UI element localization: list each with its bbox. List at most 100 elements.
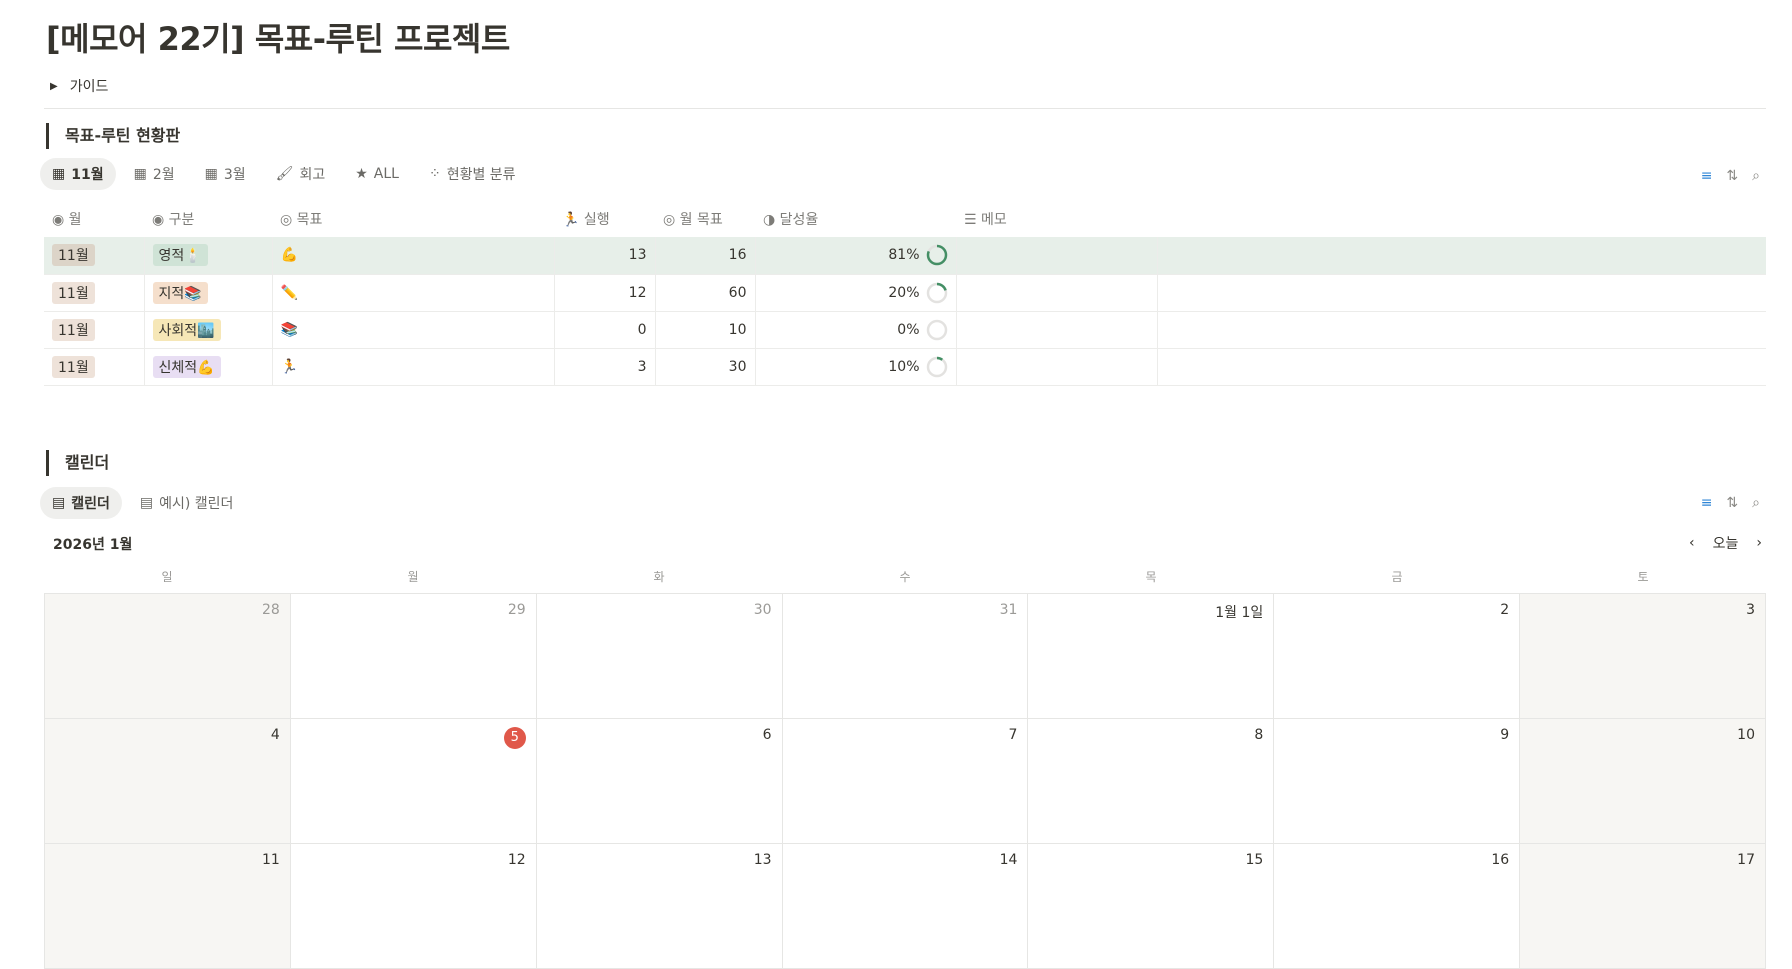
- day-number: 11: [262, 852, 280, 868]
- calendar-day-cell[interactable]: 14: [782, 844, 1029, 969]
- table-row[interactable]: 11월 지적📚 ✏️ 12 60 20%: [44, 274, 1766, 312]
- chevron-left-icon[interactable]: ‹: [1689, 535, 1695, 551]
- day-number: 10: [1737, 727, 1755, 743]
- calendar-grid-icon: ▦: [52, 166, 66, 182]
- calendar-day-cell[interactable]: 9: [1274, 719, 1521, 844]
- goal-cell[interactable]: 📚: [272, 311, 555, 349]
- day-number: 16: [1491, 852, 1510, 868]
- col-target[interactable]: ◎ 월 목표: [663, 211, 723, 228]
- sort-icon[interactable]: ⇅: [1726, 168, 1739, 184]
- table-row[interactable]: 11월 신체적💪 🏃 3 30 10%: [44, 348, 1766, 386]
- goal-cell[interactable]: ✏️: [272, 274, 555, 312]
- calendar-icon: ▤: [52, 495, 66, 511]
- done-cell[interactable]: 12: [554, 274, 656, 312]
- rate-text: 81%: [888, 247, 920, 264]
- calendar-day-cell[interactable]: 2: [1274, 594, 1521, 719]
- day-number: 2: [1500, 602, 1510, 618]
- calendar-day-cell[interactable]: 5: [290, 719, 537, 844]
- sort-icon[interactable]: ⇅: [1726, 495, 1739, 511]
- tab-4[interactable]: ★ ALL: [355, 166, 399, 182]
- select-icon: ◉: [52, 211, 65, 228]
- memo-cell[interactable]: [956, 274, 1158, 312]
- category-tag: 영적🕯️: [152, 244, 208, 267]
- calendar-day-cell[interactable]: 6: [536, 719, 783, 844]
- calendar-day-cell[interactable]: 12: [290, 844, 537, 969]
- goal-cell[interactable]: 💪: [272, 237, 555, 275]
- chevron-right-icon[interactable]: ›: [1756, 535, 1762, 551]
- tab-3[interactable]: 🖌 회고: [275, 166, 326, 183]
- rate-cell: 20%: [755, 274, 957, 312]
- text-icon: ☰: [964, 211, 977, 228]
- calendar-day-cell[interactable]: 4: [45, 719, 291, 844]
- day-number: 13: [753, 852, 772, 868]
- target-cell[interactable]: 60: [655, 274, 756, 312]
- col-category[interactable]: ◉ 구분: [152, 211, 195, 228]
- target-cell[interactable]: 16: [655, 237, 756, 275]
- calendar-day-cell[interactable]: 31: [782, 594, 1029, 719]
- tab-5[interactable]: ⁘ 현황별 분류: [428, 166, 516, 183]
- done-cell[interactable]: 0: [554, 311, 656, 349]
- calendar-day-cell[interactable]: 30: [536, 594, 783, 719]
- memo-cell[interactable]: [956, 348, 1158, 386]
- col-memo[interactable]: ☰ 메모: [964, 211, 1007, 228]
- calendar-day-cell[interactable]: 16: [1274, 844, 1521, 969]
- memo-cell[interactable]: [956, 237, 1158, 275]
- tab-2[interactable]: ▦ 3월: [204, 166, 246, 183]
- done-cell[interactable]: 3: [554, 348, 656, 386]
- loading-icon: ⁘: [428, 166, 441, 182]
- table-row[interactable]: 11월 영적🕯️ 💪 13 16 81%: [44, 237, 1766, 275]
- guide-toggle[interactable]: ▶ 가이드: [50, 76, 108, 96]
- tab-1[interactable]: ▦ 2월: [133, 166, 175, 183]
- category-tag: 사회적🏙️: [152, 318, 221, 341]
- calendar-tab-0[interactable]: ▤ 캘린더: [40, 487, 122, 519]
- divider: [44, 108, 1766, 109]
- col-done[interactable]: 🏃 실행: [562, 211, 610, 228]
- calendar-day-cell[interactable]: 11: [45, 844, 291, 969]
- month-tag: 11월: [52, 281, 95, 304]
- target-icon: ◎: [663, 211, 676, 228]
- col-rate[interactable]: ◑ 달성율: [763, 211, 819, 228]
- goal-table: ◉ 월 ◉ 구분 ◎ 목표 🏃 실행 ◎ 월 목표 ◑ 달성율 ☰ 메모 11월…: [44, 200, 1766, 386]
- calendar-day-cell[interactable]: 17: [1520, 844, 1766, 969]
- weekday-label: 일: [161, 570, 173, 584]
- day-number: 28: [262, 602, 280, 618]
- calendar-grid: 28 29 30 31 1월 1일 2 3 4 5 6 7 8 9 10 11 12 13 14 15 16 17: [44, 593, 1766, 969]
- calendar-day-cell[interactable]: 15: [1028, 844, 1275, 969]
- calendar-toolbar: ≡ ⇅ ⌕: [1701, 495, 1760, 511]
- calendar-day-cell[interactable]: 3: [1520, 594, 1766, 719]
- weekday-label: 월: [407, 570, 419, 584]
- filter-icon[interactable]: ≡: [1700, 168, 1713, 184]
- select-icon: ◉: [152, 211, 165, 228]
- calendar-day-cell[interactable]: 13: [536, 844, 783, 969]
- today-day-number: 5: [503, 727, 526, 749]
- filter-icon[interactable]: ≡: [1700, 495, 1713, 511]
- memo-cell[interactable]: [956, 311, 1158, 349]
- day-number: 12: [507, 852, 526, 868]
- search-icon[interactable]: ⌕: [1752, 495, 1760, 511]
- calendar-day-cell[interactable]: 7: [782, 719, 1029, 844]
- target-cell[interactable]: 30: [655, 348, 756, 386]
- calendar-day-cell[interactable]: 8: [1028, 719, 1275, 844]
- today-button[interactable]: 오늘: [1712, 536, 1739, 552]
- rate-cell: 0%: [755, 311, 957, 349]
- calendar-tab-1[interactable]: ▤ 예시) 캘린더: [139, 495, 234, 512]
- dashboard-toolbar: ≡ ⇅ ⌕: [1701, 168, 1760, 184]
- col-goal[interactable]: ◎ 목표: [280, 211, 323, 228]
- calendar-day-cell[interactable]: 10: [1520, 719, 1766, 844]
- day-number: 17: [1737, 852, 1755, 868]
- calendar-day-cell[interactable]: 29: [290, 594, 537, 719]
- calendar-heading: 캘린더: [46, 450, 109, 476]
- table-row[interactable]: 11월 사회적🏙️ 📚 0 10 0%: [44, 311, 1766, 349]
- calendar-day-cell[interactable]: 1월 1일: [1028, 594, 1275, 719]
- goal-cell[interactable]: 🏃: [272, 348, 555, 386]
- col-month[interactable]: ◉ 월: [52, 211, 82, 228]
- done-cell[interactable]: 13: [554, 237, 656, 275]
- search-icon[interactable]: ⌕: [1752, 168, 1760, 184]
- calendar-day-cell[interactable]: 28: [45, 594, 291, 719]
- target-cell[interactable]: 10: [655, 311, 756, 349]
- weekday-label: 화: [653, 570, 665, 584]
- day-number: 7: [1008, 727, 1018, 743]
- tab-0[interactable]: ▦ 11월: [40, 158, 116, 190]
- day-number: 31: [999, 602, 1018, 618]
